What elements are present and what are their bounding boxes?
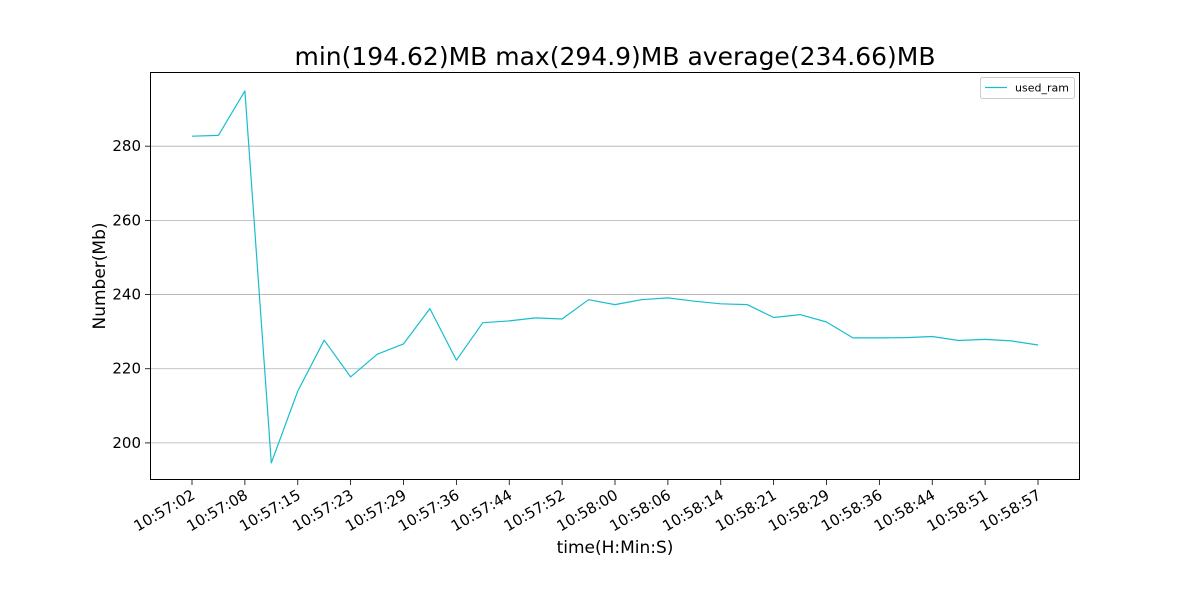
y-tick-label: 200 bbox=[112, 434, 141, 452]
y-axis-label: Number(Mb) bbox=[90, 222, 110, 329]
legend-box bbox=[980, 77, 1075, 99]
legend: used_ram bbox=[980, 77, 1075, 99]
y-tick-label: 280 bbox=[112, 137, 141, 155]
grid bbox=[150, 145, 1080, 444]
chart-title: min(194.62)MB max(294.9)MB average(234.6… bbox=[294, 42, 935, 71]
y-tick-label: 260 bbox=[112, 211, 141, 229]
series-layer bbox=[191, 90, 1039, 464]
y-tick-label: 220 bbox=[112, 360, 141, 378]
x-axis-label: time(H:Min:S) bbox=[557, 538, 674, 558]
x-tick-label: 10:58:57 bbox=[977, 486, 1044, 535]
y-tick-label: 240 bbox=[112, 286, 141, 304]
plot-area bbox=[150, 72, 1080, 480]
series-line-used-ram bbox=[191, 90, 1039, 464]
x-axis: 10:57:0210:57:0810:57:1510:57:2310:57:29… bbox=[131, 480, 1044, 535]
legend-label: used_ram bbox=[1015, 82, 1069, 95]
y-axis: 200 220 240 260 280 bbox=[112, 137, 150, 452]
